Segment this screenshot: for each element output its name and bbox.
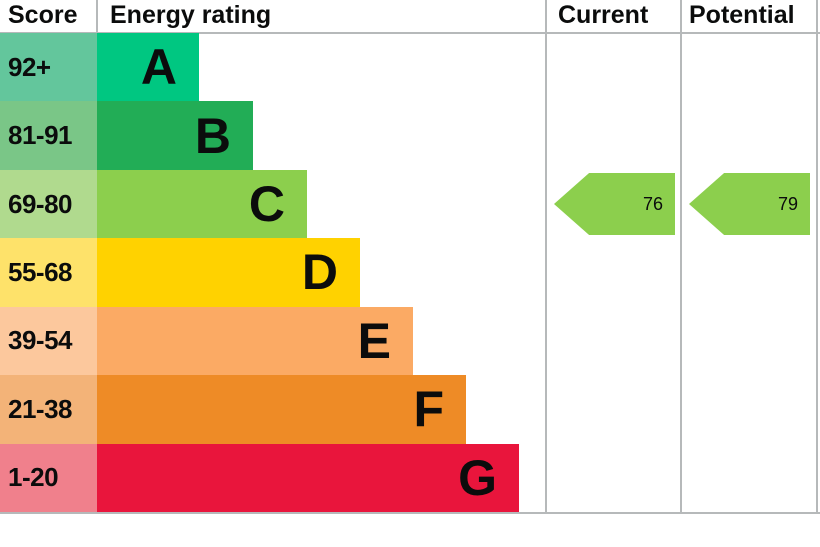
rating-bands: 92+ A 81-91 B 69-80 C 55-68 D 39-54 E 21… bbox=[0, 33, 548, 512]
score-column-header: Score bbox=[8, 1, 78, 29]
energy-rating-column-header: Energy rating bbox=[110, 1, 272, 29]
header-rule bbox=[0, 32, 820, 34]
band-row-e: 39-54 E bbox=[0, 306, 548, 376]
bottom-rule bbox=[0, 512, 820, 514]
score-range-b: 81-91 bbox=[0, 101, 97, 170]
rating-bar-f: F bbox=[97, 375, 466, 444]
score-range-d: 55-68 bbox=[0, 238, 97, 307]
rating-letter-g: G bbox=[458, 449, 497, 506]
score-header-divider bbox=[96, 0, 98, 33]
rating-bar-e: E bbox=[97, 306, 413, 376]
rating-bar-a: A bbox=[97, 33, 199, 102]
potential-column-divider bbox=[680, 0, 682, 514]
score-range-c: 69-80 bbox=[0, 169, 97, 239]
score-range-e: 39-54 bbox=[0, 306, 97, 376]
rating-bar-c: C bbox=[97, 169, 307, 239]
right-border-line bbox=[816, 0, 818, 514]
band-row-d: 55-68 D bbox=[0, 238, 548, 307]
band-row-a: 92+ A bbox=[0, 33, 548, 102]
potential-rating-arrow: 79 bbox=[689, 173, 810, 235]
band-row-g: 1-20 G bbox=[0, 443, 548, 512]
rating-letter-c: C bbox=[248, 176, 285, 233]
current-rating-value: 76 bbox=[642, 193, 663, 214]
rating-bar-g: G bbox=[97, 443, 519, 512]
rating-letter-e: E bbox=[357, 312, 391, 369]
potential-column-header: Potential bbox=[689, 1, 795, 29]
rating-letter-b: B bbox=[194, 107, 231, 164]
band-row-c: 69-80 C bbox=[0, 169, 548, 239]
rating-letter-a: A bbox=[140, 39, 177, 96]
potential-rating-value: 79 bbox=[777, 193, 798, 214]
band-row-f: 21-38 F bbox=[0, 375, 548, 444]
score-range-f: 21-38 bbox=[0, 375, 97, 444]
rating-letter-d: D bbox=[301, 244, 338, 301]
current-column-header: Current bbox=[558, 1, 649, 29]
score-range-a: 92+ bbox=[0, 33, 97, 102]
current-rating-arrow: 76 bbox=[554, 173, 675, 235]
rating-letter-f: F bbox=[413, 381, 444, 438]
rating-bar-b: B bbox=[97, 101, 253, 170]
score-range-g: 1-20 bbox=[0, 443, 97, 512]
rating-bar-d: D bbox=[97, 238, 360, 307]
current-column-divider bbox=[545, 0, 547, 514]
band-row-b: 81-91 B bbox=[0, 101, 548, 170]
